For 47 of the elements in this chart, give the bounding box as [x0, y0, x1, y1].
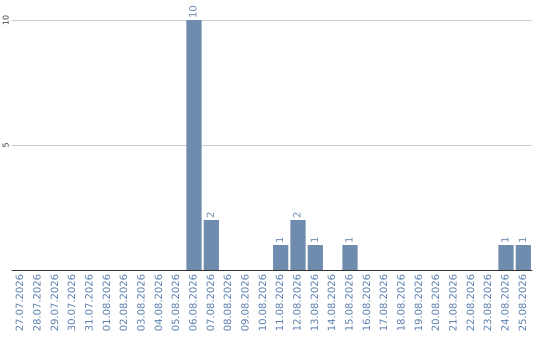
x-tick-label: 16.08.2026 — [362, 274, 373, 332]
x-tick-label: 08.08.2026 — [223, 274, 234, 332]
x-tick-label: 02.08.2026 — [119, 274, 130, 332]
x-tick-label: 19.08.2026 — [414, 274, 425, 332]
data-label: 1 — [275, 236, 286, 243]
data-label: 2 — [206, 212, 217, 218]
x-tick-label: 10.08.2026 — [258, 274, 269, 332]
x-tick-label: 12.08.2026 — [292, 274, 304, 332]
x-tick-label: 20.08.2026 — [431, 274, 442, 332]
data-label: 1 — [518, 236, 529, 243]
x-tick-label: 23.08.2026 — [483, 274, 494, 332]
x-tick-label: 15.08.2026 — [344, 274, 356, 332]
y-tick-label: 5 — [2, 142, 10, 148]
x-tick-label: 21.08.2026 — [448, 274, 460, 332]
bar — [498, 245, 514, 270]
bar — [290, 220, 306, 270]
x-tick-label: 22.08.2026 — [466, 274, 477, 332]
data-label: 10 — [188, 5, 200, 18]
x-tick-label: 25.08.2026 — [518, 274, 529, 332]
x-tick-label: 03.08.2026 — [136, 274, 148, 332]
x-tick-label: 24.08.2026 — [500, 274, 512, 332]
x-tick-label: 29.07.2026 — [50, 274, 61, 332]
x-tick-label: 30.07.2026 — [67, 274, 78, 332]
data-label: 1 — [310, 236, 321, 243]
data-label: 1 — [344, 236, 356, 243]
x-tick-label: 09.08.2026 — [240, 274, 252, 332]
x-tick-label: 27.07.2026 — [15, 274, 26, 332]
data-label: 2 — [292, 212, 304, 218]
bar — [308, 245, 323, 270]
x-tick-label: 05.08.2026 — [171, 274, 182, 332]
x-tick-label: 06.08.2026 — [188, 274, 200, 332]
x-tick-label: 28.07.2026 — [32, 274, 44, 332]
x-tick-label: 11.08.2026 — [275, 274, 286, 332]
bar — [186, 20, 202, 270]
x-tick-label: 17.08.2026 — [379, 274, 390, 332]
x-tick-label: 31.07.2026 — [84, 274, 96, 332]
bar — [273, 245, 288, 270]
x-tick-label: 04.08.2026 — [154, 274, 165, 332]
x-tick-label: 18.08.2026 — [396, 274, 408, 332]
bar — [516, 245, 531, 270]
x-tick-label: 13.08.2026 — [310, 274, 321, 332]
x-tick-label: 14.08.2026 — [327, 274, 338, 332]
data-label: 1 — [500, 236, 512, 243]
bar — [204, 220, 219, 270]
x-tick-label: 07.08.2026 — [206, 274, 217, 332]
x-tick-label: 01.08.2026 — [102, 274, 113, 332]
bar — [342, 245, 358, 270]
